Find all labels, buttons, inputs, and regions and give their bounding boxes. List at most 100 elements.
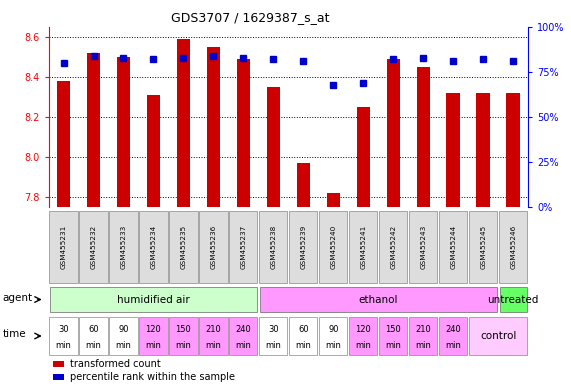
Text: transformed count: transformed count xyxy=(70,359,161,369)
Bar xyxy=(379,316,407,356)
Text: min: min xyxy=(355,341,371,350)
Bar xyxy=(236,59,250,207)
Bar xyxy=(207,47,220,207)
Bar xyxy=(53,361,64,367)
Bar xyxy=(230,316,258,356)
Text: time: time xyxy=(2,329,26,339)
Text: 150: 150 xyxy=(175,325,191,334)
Text: GSM455242: GSM455242 xyxy=(390,225,396,269)
Text: 90: 90 xyxy=(118,325,128,334)
Bar xyxy=(176,39,190,207)
Text: min: min xyxy=(266,341,282,350)
Text: GSM455236: GSM455236 xyxy=(210,225,216,269)
Text: 60: 60 xyxy=(298,325,309,334)
Bar xyxy=(259,211,287,283)
Text: GSM455237: GSM455237 xyxy=(240,225,247,269)
Bar xyxy=(50,211,78,283)
Text: GSM455243: GSM455243 xyxy=(420,225,427,269)
Text: 30: 30 xyxy=(268,325,279,334)
Bar xyxy=(260,287,497,312)
Text: GSM455240: GSM455240 xyxy=(330,225,336,269)
Bar xyxy=(199,211,227,283)
Bar xyxy=(439,211,467,283)
Bar xyxy=(387,59,400,207)
Bar xyxy=(79,211,107,283)
Text: 120: 120 xyxy=(355,325,371,334)
Text: 240: 240 xyxy=(445,325,461,334)
Text: min: min xyxy=(385,341,401,350)
Text: GSM455241: GSM455241 xyxy=(360,225,367,269)
Text: min: min xyxy=(175,341,191,350)
Bar xyxy=(327,193,340,207)
Bar xyxy=(289,211,317,283)
Text: GSM455239: GSM455239 xyxy=(300,225,307,269)
Text: min: min xyxy=(235,341,251,350)
Text: GSM455238: GSM455238 xyxy=(270,225,276,269)
Bar xyxy=(447,93,460,207)
Bar xyxy=(439,316,467,356)
Bar xyxy=(319,316,347,356)
Bar xyxy=(416,67,430,207)
Bar xyxy=(500,287,526,312)
Bar xyxy=(110,316,138,356)
Text: 150: 150 xyxy=(385,325,401,334)
Text: GSM455234: GSM455234 xyxy=(150,225,156,269)
Bar xyxy=(267,87,280,207)
Text: control: control xyxy=(480,331,516,341)
Bar xyxy=(476,93,490,207)
Text: min: min xyxy=(146,341,162,350)
Bar xyxy=(79,316,107,356)
Bar xyxy=(139,316,167,356)
Bar xyxy=(116,57,130,207)
Text: 30: 30 xyxy=(58,325,69,334)
Text: agent: agent xyxy=(2,293,33,303)
Bar xyxy=(199,316,227,356)
Bar xyxy=(50,316,78,356)
Title: GDS3707 / 1629387_s_at: GDS3707 / 1629387_s_at xyxy=(171,11,329,24)
Bar xyxy=(50,287,257,312)
Text: GSM455232: GSM455232 xyxy=(90,225,96,269)
Text: min: min xyxy=(325,341,341,350)
Text: humidified air: humidified air xyxy=(117,295,190,305)
Text: 240: 240 xyxy=(235,325,251,334)
Text: GSM455235: GSM455235 xyxy=(180,225,187,269)
Text: min: min xyxy=(115,341,131,350)
Bar xyxy=(506,93,520,207)
Text: 60: 60 xyxy=(88,325,99,334)
Text: GSM455246: GSM455246 xyxy=(510,225,516,269)
Bar xyxy=(57,81,70,207)
Bar xyxy=(356,107,370,207)
Text: min: min xyxy=(445,341,461,350)
Text: min: min xyxy=(86,341,102,350)
Text: min: min xyxy=(415,341,431,350)
Bar xyxy=(379,211,407,283)
Text: percentile rank within the sample: percentile rank within the sample xyxy=(70,372,235,382)
Text: GSM455233: GSM455233 xyxy=(120,225,127,269)
Bar xyxy=(259,316,287,356)
Bar xyxy=(499,211,527,283)
Text: untreated: untreated xyxy=(488,295,539,305)
Bar xyxy=(230,211,258,283)
Bar xyxy=(469,316,527,356)
Bar xyxy=(469,211,497,283)
Text: GSM455244: GSM455244 xyxy=(450,225,456,269)
Text: 210: 210 xyxy=(206,325,222,334)
Text: min: min xyxy=(206,341,222,350)
Bar xyxy=(319,211,347,283)
Bar xyxy=(110,211,138,283)
Text: 210: 210 xyxy=(415,325,431,334)
Text: min: min xyxy=(295,341,311,350)
Bar xyxy=(170,316,198,356)
Bar xyxy=(147,95,160,207)
Bar xyxy=(409,211,437,283)
Bar xyxy=(53,374,64,380)
Bar xyxy=(289,316,317,356)
Bar xyxy=(87,53,100,207)
Bar xyxy=(409,316,437,356)
Bar xyxy=(139,211,167,283)
Bar xyxy=(296,163,310,207)
Text: 120: 120 xyxy=(146,325,162,334)
Text: GSM455231: GSM455231 xyxy=(61,225,67,269)
Bar xyxy=(349,316,377,356)
Text: 90: 90 xyxy=(328,325,339,334)
